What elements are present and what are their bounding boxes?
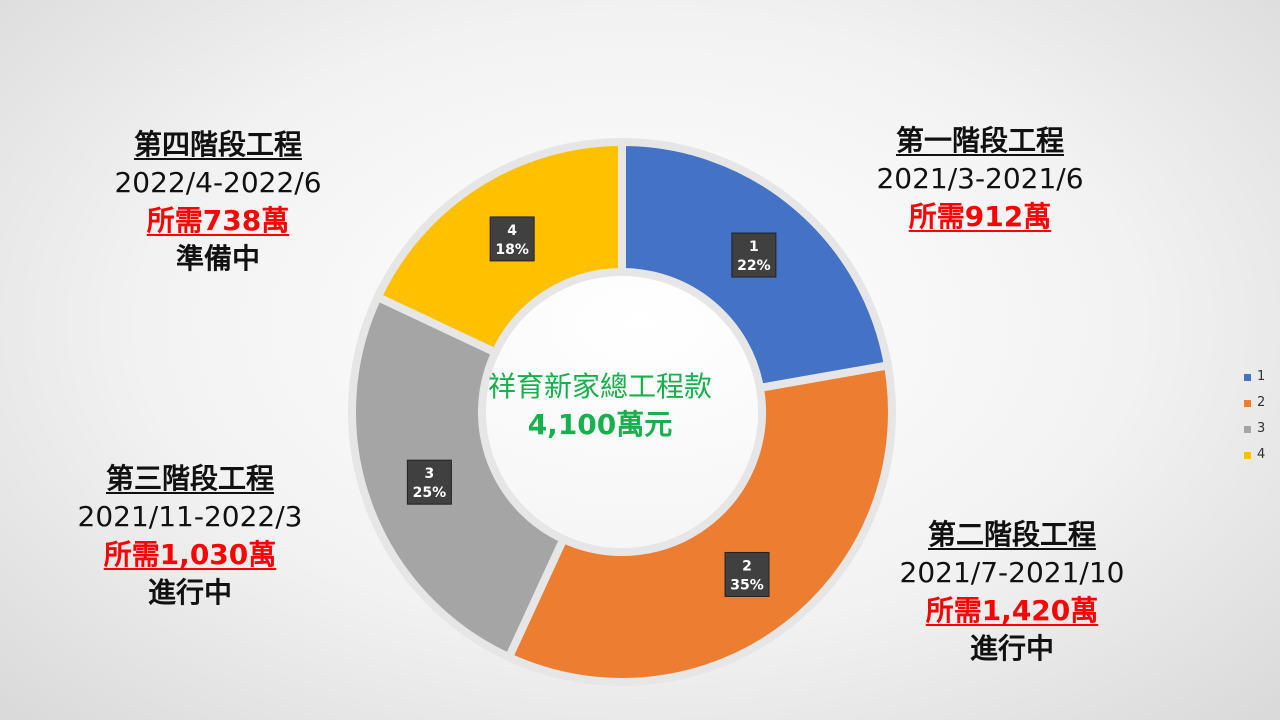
data-label-category-3: 3: [425, 466, 435, 482]
legend-item-2: 2: [1244, 390, 1265, 416]
phase-3-annotation: 第三階段工程 2021/11-2022/3 所需1,030萬 進行中: [40, 460, 340, 612]
data-label-category-1: 1: [749, 239, 759, 255]
donut-slice-2: [503, 360, 896, 686]
data-label-1: 122%: [731, 232, 777, 278]
data-label-percent-4: 18%: [495, 242, 529, 258]
phase-3-status: 進行中: [147, 576, 232, 609]
phase-2-title: 第二階段工程: [927, 518, 1096, 551]
data-label-3: 325%: [406, 459, 452, 505]
data-label-box-3: [406, 459, 452, 505]
center-title: 祥育新家總工程款: [487, 370, 712, 403]
legend-swatch-3: [1244, 425, 1251, 433]
phase-2-dates: 2021/7-2021/10: [899, 556, 1125, 589]
legend-item-3: 3: [1244, 416, 1265, 442]
legend-label-3: 3: [1257, 421, 1266, 436]
phase-4-dates: 2022/4-2022/6: [114, 166, 322, 199]
legend-swatch-1: [1244, 373, 1251, 381]
legend-swatch-4: [1244, 451, 1251, 459]
phase-4-title: 第四階段工程: [133, 128, 302, 161]
phase-4-cost: 所需738萬: [146, 204, 290, 237]
data-label-box-4: [489, 216, 535, 262]
phase-2-cost: 所需1,420萬: [925, 594, 1099, 627]
legend-item-4: 4: [1244, 442, 1265, 468]
phase-3-dates: 2021/11-2022/3: [77, 500, 303, 533]
center-label: 祥育新家總工程款 4,100萬元: [440, 368, 760, 444]
phase-2-annotation: 第二階段工程 2021/7-2021/10 所需1,420萬 進行中: [862, 516, 1162, 668]
phase-2-status: 進行中: [969, 632, 1054, 665]
data-label-box-2: [724, 551, 770, 597]
data-label-percent-1: 22%: [737, 258, 771, 274]
phase-4-status: 準備中: [175, 242, 260, 275]
phase-1-annotation: 第一階段工程 2021/3-2021/6 所需912萬: [840, 122, 1120, 236]
phase-1-title: 第一階段工程: [895, 124, 1064, 157]
legend-label-2: 2: [1257, 395, 1266, 410]
phase-1-cost: 所需912萬: [908, 200, 1052, 233]
data-label-4: 418%: [489, 216, 535, 262]
phase-3-cost: 所需1,030萬: [103, 538, 277, 571]
data-label-percent-3: 25%: [413, 485, 447, 501]
data-label-box-1: [731, 232, 777, 278]
phase-3-title: 第三階段工程: [105, 462, 274, 495]
legend-swatch-2: [1244, 399, 1251, 407]
data-label-category-2: 2: [742, 558, 752, 574]
data-label-2: 235%: [724, 551, 770, 597]
data-label-percent-2: 35%: [730, 577, 764, 593]
donut-slice-3: [348, 291, 569, 663]
center-total: 4,100萬元: [527, 408, 673, 441]
phase-1-dates: 2021/3-2021/6: [876, 162, 1084, 195]
data-label-category-4: 4: [507, 223, 517, 239]
legend-item-1: 1: [1244, 364, 1265, 390]
legend-label-4: 4: [1257, 447, 1266, 462]
chart-legend: 1 2 3 4: [1244, 364, 1265, 468]
legend-label-1: 1: [1257, 369, 1266, 384]
phase-4-annotation: 第四階段工程 2022/4-2022/6 所需738萬 準備中: [68, 126, 368, 278]
